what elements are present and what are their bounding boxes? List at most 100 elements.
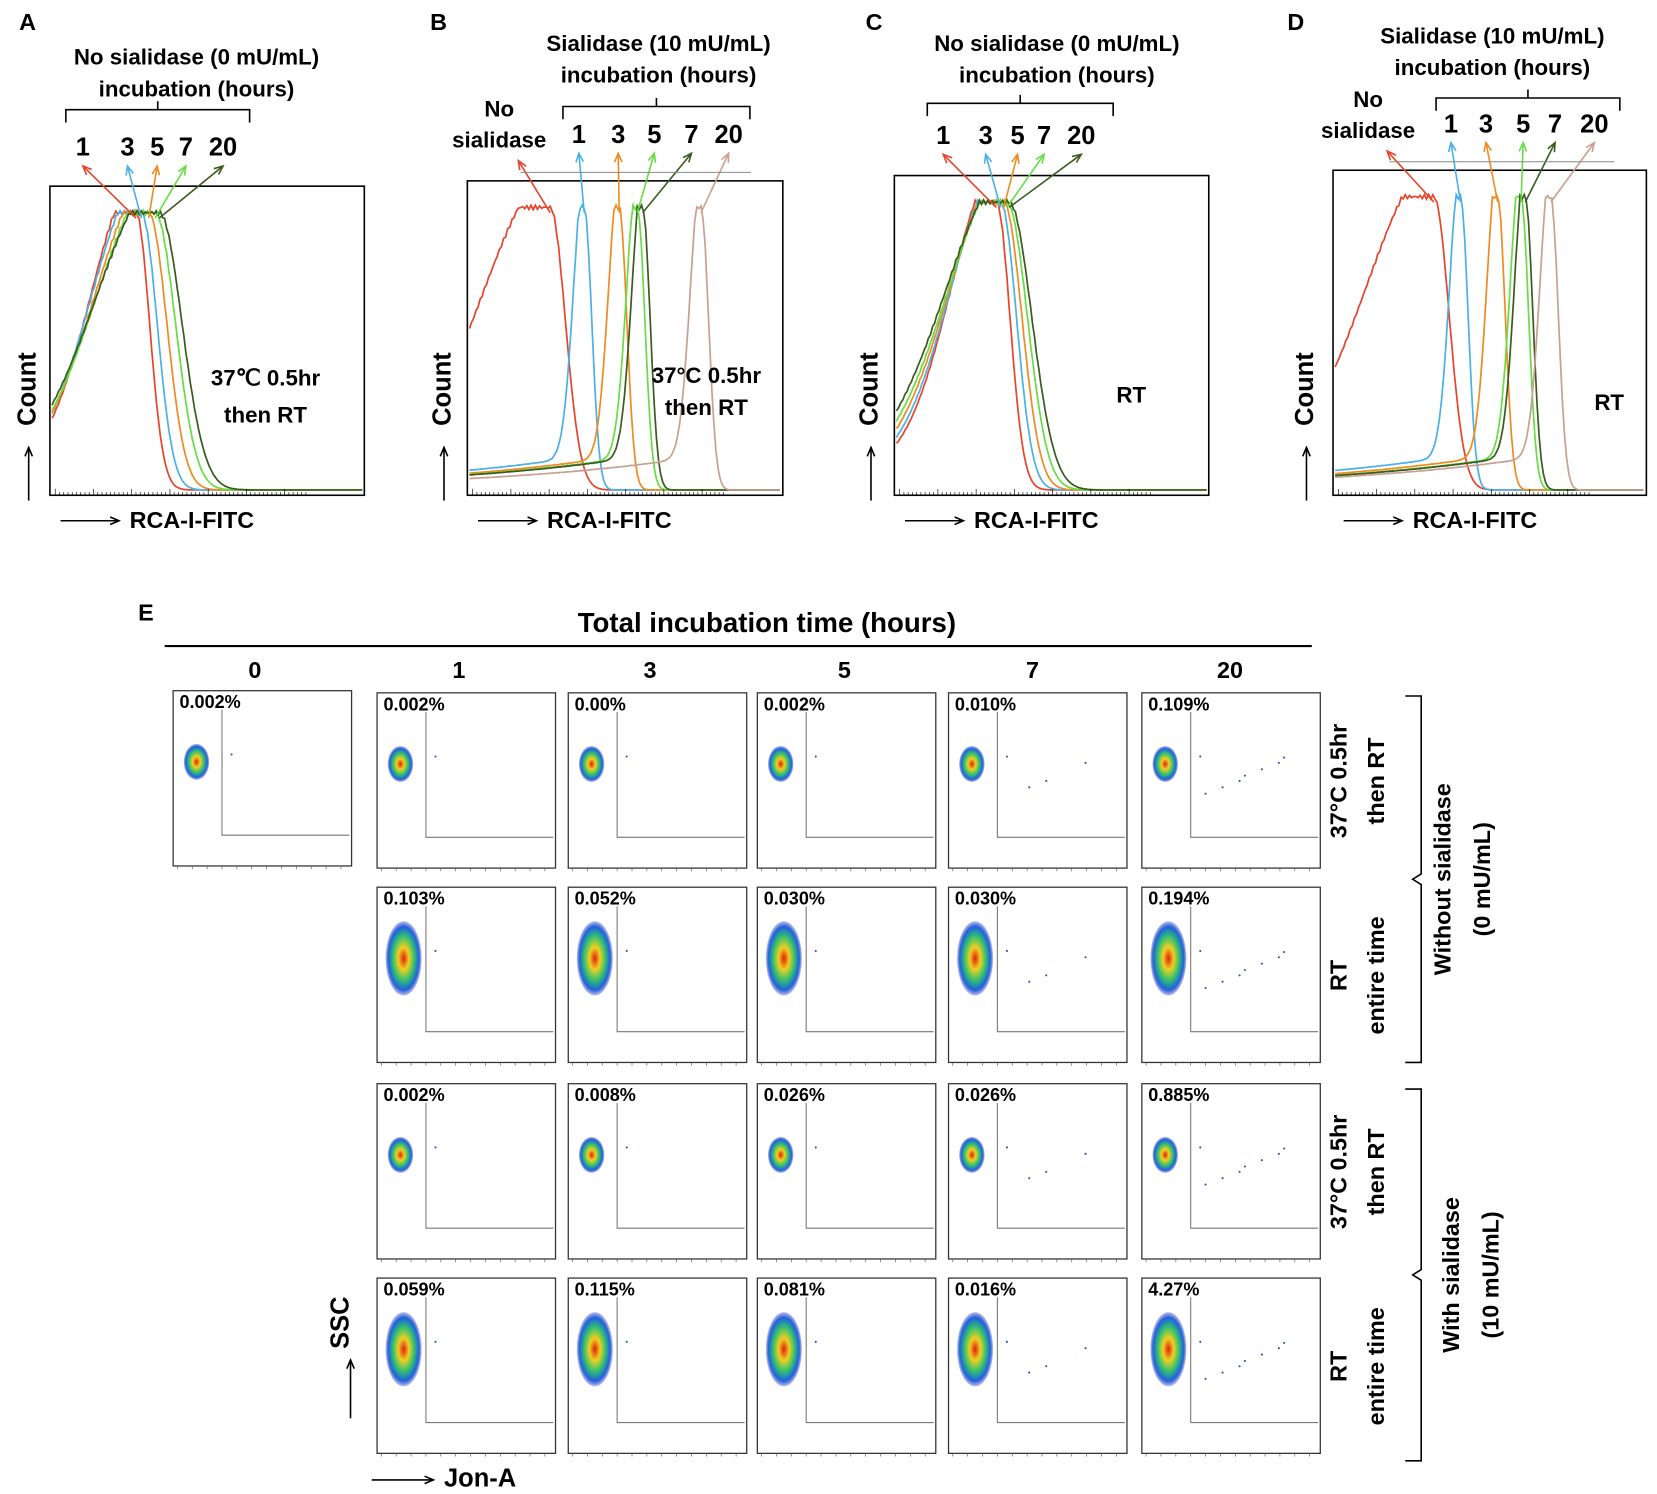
row-label: entire time	[1363, 1307, 1389, 1425]
cell-population	[578, 745, 605, 783]
dot-plot-frame	[567, 1083, 748, 1260]
panel-label: E	[138, 599, 154, 625]
event-dot	[230, 753, 233, 756]
control-label: sialidase	[452, 127, 546, 152]
y-axis-label: Count	[1291, 352, 1319, 426]
arrow	[984, 154, 1002, 208]
gate-percent: 0.103%	[383, 889, 444, 909]
arrow	[636, 153, 656, 213]
group-label: (0 mU/mL)	[1469, 822, 1495, 936]
event-dot	[1238, 974, 1241, 977]
gate-percent: 0.002%	[383, 1085, 444, 1105]
x-axis-label: RCA-I-FITC	[1413, 507, 1538, 533]
event-dot	[1045, 779, 1048, 783]
x-axis-label: Jon-A	[444, 1465, 516, 1493]
arrow-head	[1035, 152, 1046, 164]
column-label: 5	[838, 657, 851, 683]
dot-plot-frame	[1141, 692, 1321, 869]
dot-plot-frame	[376, 692, 557, 869]
gate	[996, 906, 1125, 1033]
event-dot	[1243, 774, 1246, 777]
event-dot	[625, 1340, 628, 1343]
time-label: 20	[714, 121, 742, 149]
condition-label: RT	[1116, 382, 1146, 407]
gate-percent: 0.030%	[764, 889, 825, 909]
event-dot	[1221, 786, 1224, 789]
x-axis-label: RCA-I-FITC	[130, 507, 255, 533]
arrow-head	[527, 516, 539, 526]
cell-population	[576, 1312, 613, 1387]
gate	[425, 1297, 554, 1424]
dot-plot-frame	[947, 1277, 1128, 1454]
histogram-curve	[469, 203, 780, 491]
event-dot	[625, 949, 628, 953]
time-label: 20	[1067, 122, 1095, 150]
arrow	[617, 153, 621, 213]
arrow-head	[1585, 140, 1596, 153]
cell-population	[765, 1312, 802, 1387]
event-dot	[1084, 761, 1087, 764]
arrow-head	[151, 163, 161, 176]
event-dot	[1283, 950, 1286, 954]
dot-plot-frame	[756, 1277, 937, 1454]
gate-percent: 0.026%	[955, 1085, 1016, 1105]
histogram-curve	[895, 197, 1207, 491]
cell-population	[765, 921, 802, 996]
histogram-curve	[51, 208, 363, 491]
gate-percent: 4.27%	[1148, 1280, 1199, 1300]
time-label: 3	[120, 134, 134, 162]
time-label: 7	[1037, 122, 1051, 150]
event-dot	[1084, 1347, 1087, 1350]
event-dot	[1005, 755, 1009, 758]
gate-percent: 0.885%	[1148, 1085, 1209, 1105]
arrow-head	[1483, 140, 1493, 153]
arrow-head	[517, 158, 527, 171]
event-dot	[1199, 1340, 1202, 1343]
panel-header: No sialidase (0 mU/mL)	[74, 45, 319, 70]
histogram-curve	[469, 202, 780, 491]
arrow	[1008, 153, 1082, 209]
cell-population	[183, 743, 210, 780]
brace	[1405, 695, 1422, 1064]
event-dot	[1028, 786, 1031, 789]
arrow-head	[647, 151, 657, 163]
event-dot	[1084, 1152, 1087, 1155]
time-label: 20	[1580, 110, 1608, 138]
bracket	[65, 101, 251, 123]
column-label: 0	[248, 657, 261, 683]
arrow	[517, 160, 551, 214]
condition-label: 37℃ 0.5hr	[211, 365, 321, 390]
dot-plot-frame	[756, 1083, 937, 1260]
arrow	[147, 165, 158, 219]
row-label: RT	[1326, 959, 1352, 991]
x-axis-label: RCA-I-FITC	[547, 507, 672, 533]
condition-label: then RT	[665, 395, 748, 420]
dot-plot-frame	[376, 1277, 557, 1454]
arrow	[82, 165, 137, 219]
gate-percent: 0.026%	[764, 1085, 825, 1105]
gate	[1190, 711, 1319, 838]
event-dot	[1277, 1152, 1280, 1155]
cell-population	[1152, 1136, 1178, 1173]
gate-percent: 0.010%	[955, 694, 1016, 714]
histogram-curve	[51, 208, 363, 491]
dot-plot-frame	[1141, 1277, 1321, 1454]
row-label: entire time	[1363, 916, 1389, 1034]
histogram-curve	[468, 203, 780, 491]
bracket	[562, 98, 751, 120]
time-label: 20	[209, 134, 237, 162]
event-dot	[1045, 1365, 1048, 1368]
gate	[805, 1102, 934, 1229]
arrow-head	[1392, 516, 1405, 526]
arrow-head	[81, 164, 93, 176]
time-label: 7	[179, 134, 193, 162]
histogram-frame	[466, 180, 784, 497]
histogram-curve	[469, 202, 780, 491]
histogram-curve	[469, 203, 780, 491]
cell-population	[957, 1312, 994, 1387]
arrow-head	[1011, 152, 1020, 164]
y-axis-label: Count	[13, 352, 41, 426]
gate-percent: 0.00%	[575, 694, 626, 714]
event-dot	[1204, 987, 1207, 990]
time-label: 7	[1548, 110, 1562, 138]
